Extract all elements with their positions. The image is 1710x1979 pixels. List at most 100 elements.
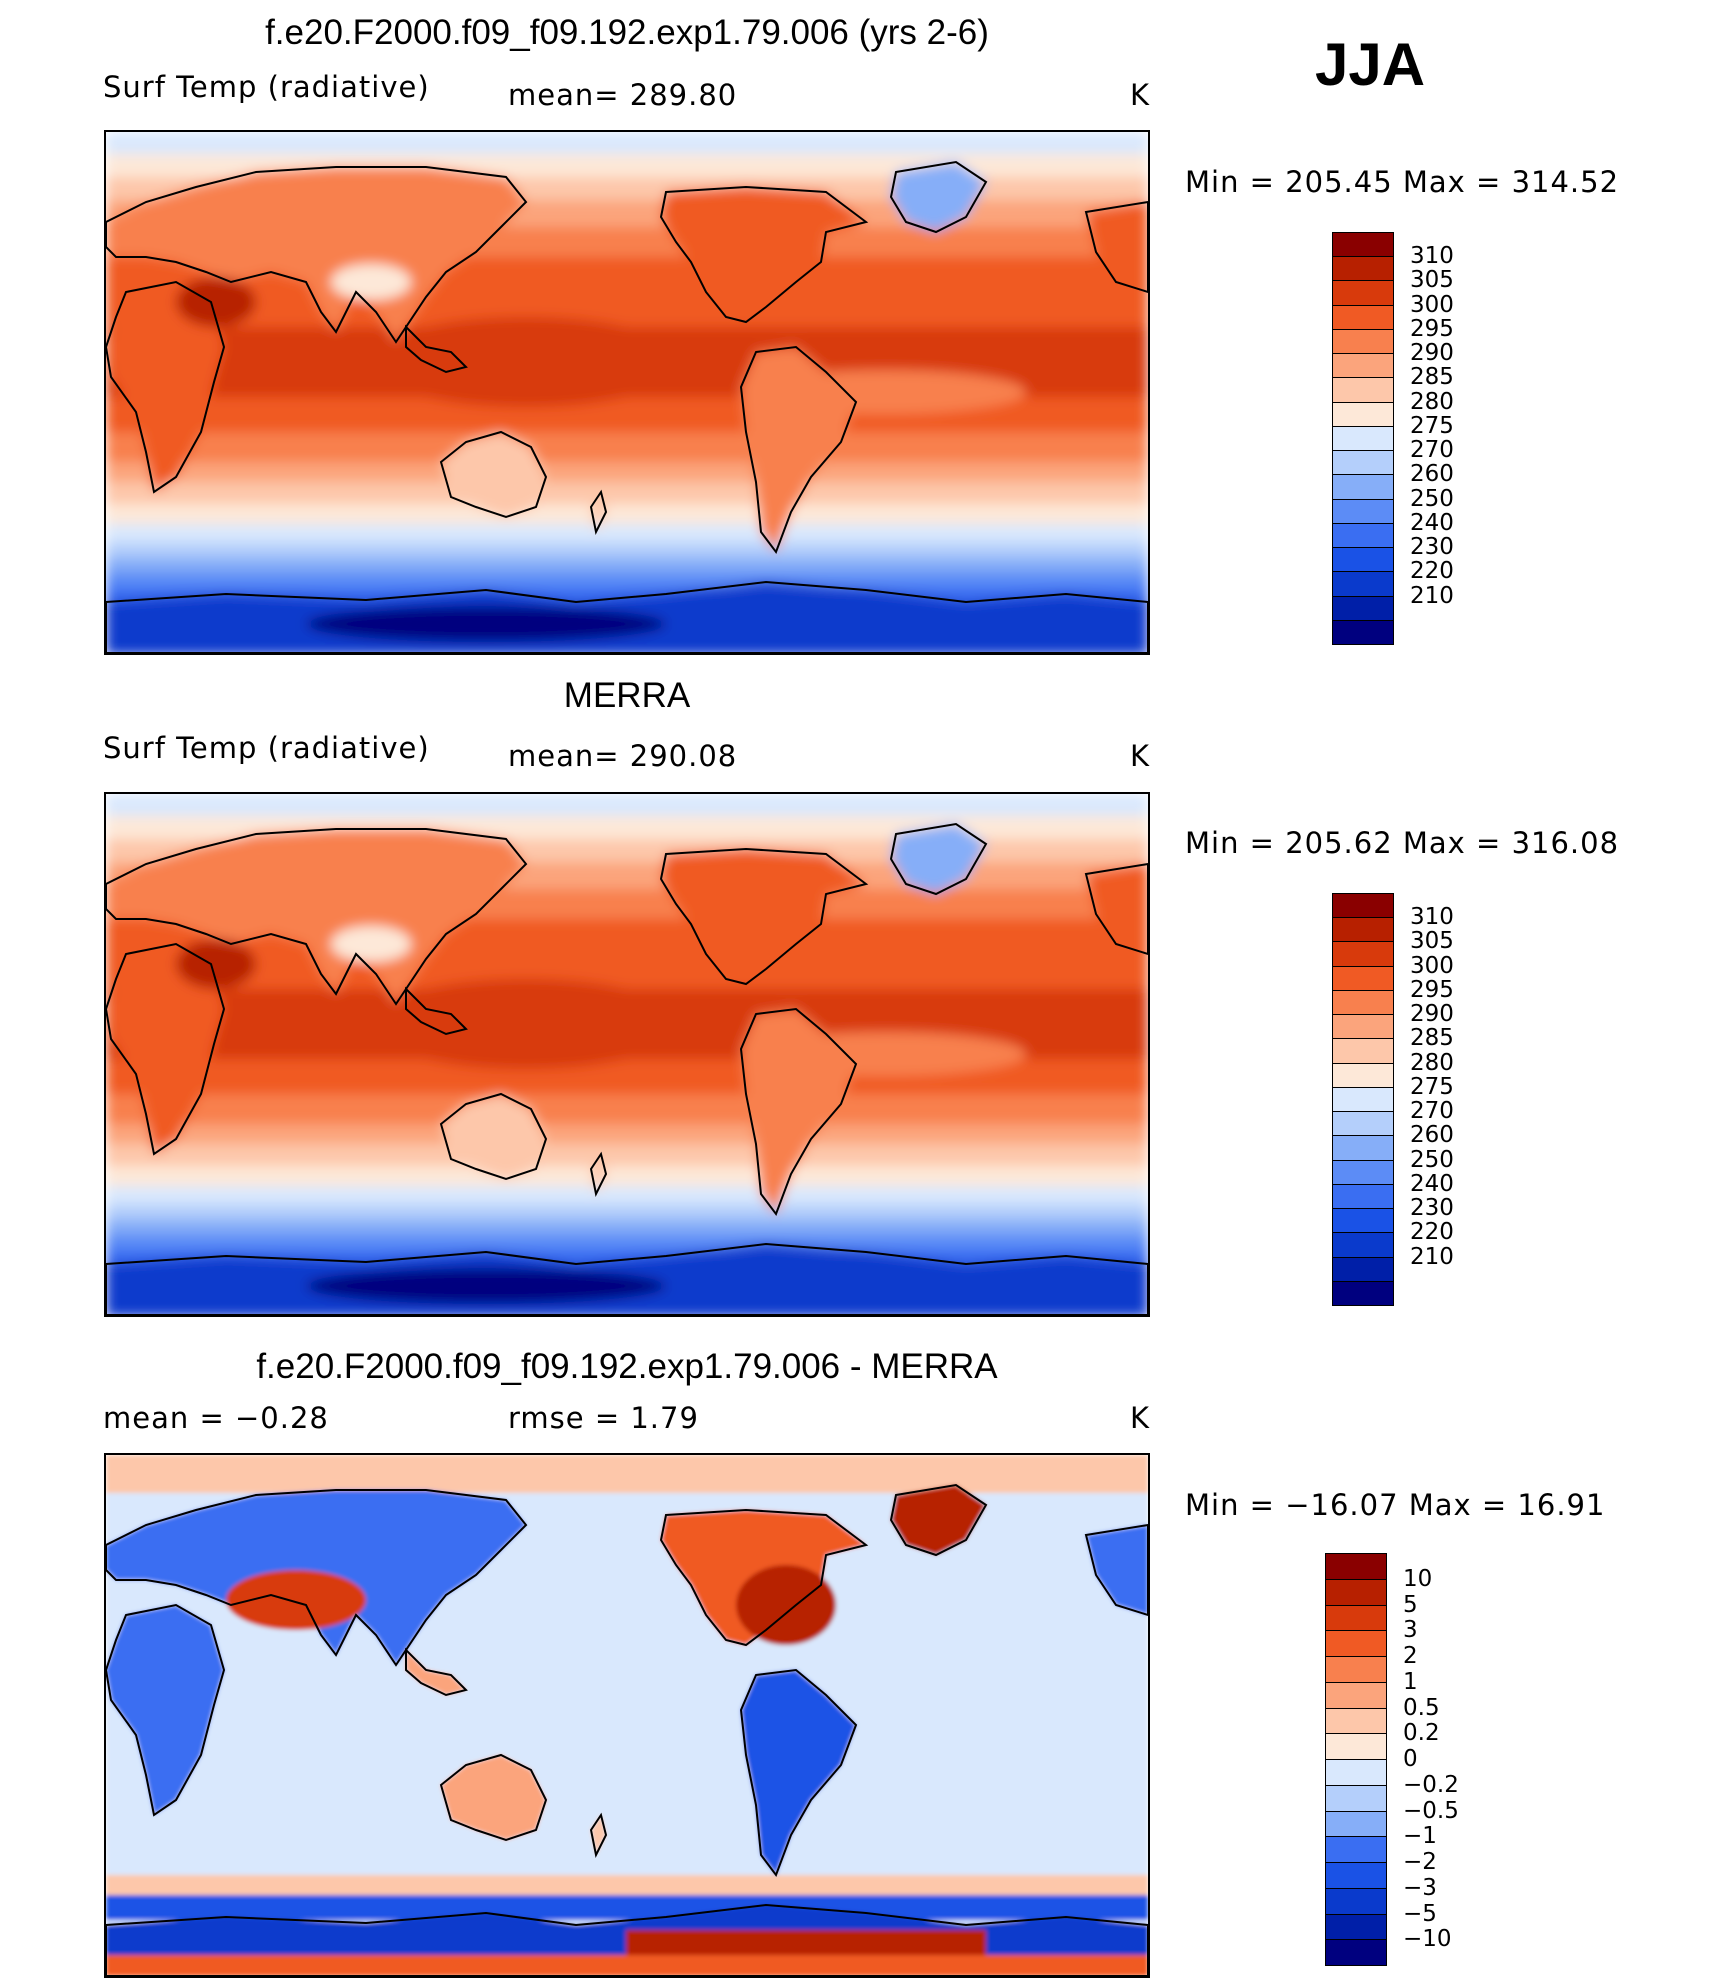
panel-model-colorbar-tick-label: 300 xyxy=(1410,291,1454,318)
land-eurasia xyxy=(106,167,526,342)
panel-merra-colorbar: 310 305 300 295 290 285 280 275 270 260 250 240 230 2… xyxy=(1332,893,1454,1306)
panel-model-colorbar-swatch xyxy=(1332,256,1394,282)
panel-diff-colorbar-tick-label: 10 xyxy=(1403,1565,1433,1592)
panel-merra-colorbar-swatch xyxy=(1332,1014,1394,1040)
panel-model-colorbar-swatch xyxy=(1332,280,1394,306)
coastline-eurasia xyxy=(106,828,528,1006)
panel-model-colorbar-swatch xyxy=(1332,522,1394,549)
panel-diff-colorbar-swatch xyxy=(1325,1578,1387,1606)
coastline-antarctica xyxy=(106,1242,1148,1315)
coastline-greenland xyxy=(889,160,988,234)
panel-model-colorbar-swatch xyxy=(1332,425,1394,452)
panel-diff-colorbar-swatch xyxy=(1325,1784,1387,1812)
coastline-greenland xyxy=(889,822,988,896)
latitude-band xyxy=(106,1204,1148,1221)
antarctic-plateau xyxy=(306,606,666,642)
land-greenland xyxy=(891,824,986,894)
panel-merra-colorbar-tick-label: 305 xyxy=(1410,928,1454,955)
panel-model-colorbar-tick-label: 230 xyxy=(1410,534,1454,561)
coastline-samerica xyxy=(739,1668,858,1878)
panel-diff-colorbar-tick-label: 3 xyxy=(1403,1617,1418,1644)
latitude-band xyxy=(106,1186,1148,1206)
panel-model-colorbar-tick-label: 220 xyxy=(1410,558,1454,585)
coastline-samerica xyxy=(739,345,858,555)
temperature-field xyxy=(106,794,1148,1315)
latitude-band xyxy=(106,557,1148,574)
land-europe xyxy=(1086,864,1148,954)
panel-model-colorbar-swatch xyxy=(1332,328,1394,355)
coastline-greenland xyxy=(889,1483,988,1557)
panel-diff-colorbar-swatch xyxy=(1325,1681,1387,1709)
latitude-band xyxy=(106,524,1148,544)
panel-model-colorbar-swatch xyxy=(1332,571,1394,597)
land-eurasia xyxy=(106,829,526,1004)
latitude-band xyxy=(106,432,1148,464)
panel-model-colorbar-swatch xyxy=(1332,547,1394,573)
latitude-band xyxy=(106,462,1148,484)
panel-model-colorbar-swatch xyxy=(1332,619,1394,645)
latitude-band xyxy=(106,504,1148,526)
coastline-nz xyxy=(589,489,608,536)
panel-model-colorbar-tick-label: 285 xyxy=(1410,364,1454,391)
panel-merra-colorbar-swatch xyxy=(1332,1159,1394,1185)
panel-model-title: f.e20.F2000.f09_f09.192.exp1.79.006 (yrs… xyxy=(265,13,989,52)
panel-merra-colorbar-tick-label: 270 xyxy=(1410,1098,1454,1125)
panel-diff-colorbar-swatch xyxy=(1325,1939,1387,1966)
arabia-hotspot xyxy=(176,277,256,327)
panel-diff-colorbar-tick-label: −10 xyxy=(1403,1926,1452,1953)
coastline-australia xyxy=(439,430,548,519)
panel-diff-colorbar-swatch xyxy=(1325,1707,1387,1735)
land-africa xyxy=(106,282,224,492)
latitude-band xyxy=(106,132,1148,156)
panel-diff-colorbar-swatch xyxy=(1325,1604,1387,1632)
panel-merra-colorbar-swatch xyxy=(1332,1135,1394,1161)
panel-diff-colorbar-swatch xyxy=(1325,1836,1387,1863)
panel-merra-colorbar-tick-label: 275 xyxy=(1410,1073,1454,1100)
season-label: JJA xyxy=(1315,31,1426,98)
panel-merra-colorbar-tick-label: 210 xyxy=(1410,1243,1454,1270)
panel-model-colorbar-tick-label: 310 xyxy=(1410,243,1454,270)
panel-model-colorbar-tick-label: 290 xyxy=(1410,340,1454,367)
coastline-africa xyxy=(106,942,226,1156)
panel-diff-title: f.e20.F2000.f09_f09.192.exp1.79.006 - ME… xyxy=(256,1347,998,1386)
panel-merra-minmax: Min = 205.62 Max = 316.08 xyxy=(1185,826,1620,860)
panel-diff-colorbar-tick-label: −0.2 xyxy=(1403,1771,1459,1798)
panel-model-mean-label: mean= 289.80 xyxy=(508,78,738,112)
panel-diff-colorbar-swatch xyxy=(1325,1759,1387,1786)
panel-merra-colorbar-swatch xyxy=(1332,965,1394,991)
panel-model-colorbar-swatch xyxy=(1332,377,1394,403)
panel-model-colorbar-swatch xyxy=(1332,353,1394,379)
panel-merra-colorbar-swatch xyxy=(1332,1256,1394,1282)
panel-diff-colorbar-tick-label: 1 xyxy=(1403,1668,1418,1695)
coastline-seasia xyxy=(405,324,468,374)
panel-diff-colorbar-tick-label: 0.5 xyxy=(1403,1694,1440,1721)
coastline-namerica xyxy=(659,185,869,324)
land-australia xyxy=(441,1094,546,1179)
coastline-seasia xyxy=(405,1647,468,1697)
antarctic-edge xyxy=(106,1955,1148,1976)
panel-model-colorbar-tick-label: 295 xyxy=(1410,315,1454,342)
warm-pool xyxy=(366,317,686,407)
coastline-namerica xyxy=(659,847,869,986)
panel-model-colorbar-swatch xyxy=(1332,401,1394,427)
land-australia xyxy=(441,432,546,517)
warm-pool xyxy=(366,979,686,1069)
land-greenland xyxy=(891,162,986,232)
panel-diff-minmax: Min = −16.07 Max = 16.91 xyxy=(1185,1488,1606,1522)
panel-merra-colorbar-tick-label: 220 xyxy=(1410,1219,1454,1246)
panel-model-colorbar-tick-label: 275 xyxy=(1410,412,1454,439)
panel-diff-colorbar-swatch xyxy=(1325,1553,1387,1580)
latitude-band xyxy=(106,1166,1148,1188)
panel-model-minmax: Min = 205.45 Max = 314.52 xyxy=(1185,165,1620,199)
antarctic-plateau xyxy=(306,1268,666,1304)
land-samerica xyxy=(741,347,856,552)
panel-model-colorbar-tick-label: 210 xyxy=(1410,582,1454,609)
tibetan-plateau xyxy=(331,926,411,962)
panel-merra-colorbar-swatch xyxy=(1332,1038,1394,1064)
coastline-africa xyxy=(106,1603,226,1817)
coastline-eurasia xyxy=(106,166,528,344)
panel-diff-rmse-label: rmse = 1.79 xyxy=(508,1401,699,1435)
panel-merra-colorbar-tick-label: 295 xyxy=(1410,976,1454,1003)
panel-model-colorbar-swatch xyxy=(1332,498,1394,524)
coastline-antarctica xyxy=(106,1903,1148,1976)
